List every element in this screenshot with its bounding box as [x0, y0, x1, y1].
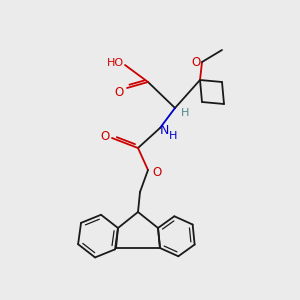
Text: H: H	[169, 131, 177, 141]
Text: H: H	[181, 108, 189, 118]
Text: O: O	[191, 56, 201, 70]
Text: O: O	[152, 166, 162, 178]
Text: N: N	[159, 124, 169, 136]
Text: O: O	[114, 86, 124, 100]
Text: O: O	[100, 130, 109, 142]
Text: HO: HO	[106, 58, 124, 68]
